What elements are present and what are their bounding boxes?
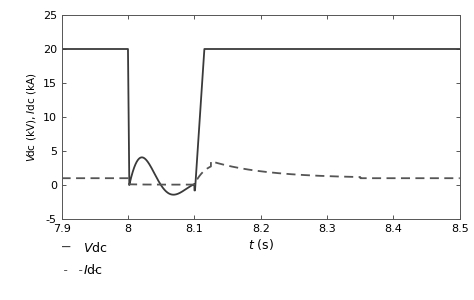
Text: $I$dc: $I$dc — [83, 263, 103, 277]
Y-axis label: $V\!$dc (kV), $I$dc (kA): $V\!$dc (kV), $I$dc (kA) — [26, 72, 38, 162]
Text: - - -: - - - — [62, 263, 99, 277]
Text: $V$dc: $V$dc — [83, 241, 108, 254]
Text: —: — — [62, 241, 70, 254]
X-axis label: $t$ (s): $t$ (s) — [247, 237, 274, 252]
